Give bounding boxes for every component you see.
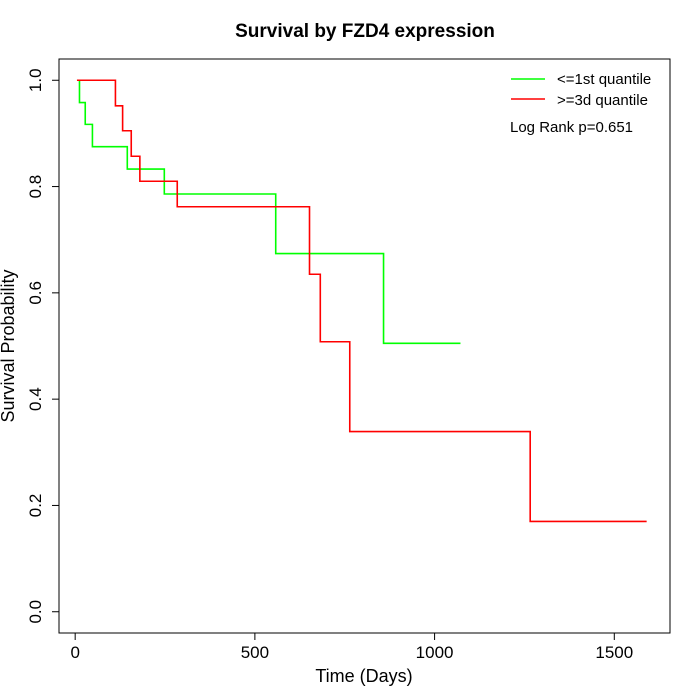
survival-curve-low — [76, 79, 461, 345]
y-axis-title: Survival Probability — [0, 269, 18, 422]
y-tick-label: 0.2 — [26, 494, 45, 518]
x-axis: 0 500 1000 1500 — [70, 632, 633, 662]
y-tick-label: 0.4 — [26, 387, 45, 411]
plot-area-frame — [58, 58, 671, 634]
x-axis-title: Time (Days) — [315, 666, 412, 686]
x-tick-label: 0 — [70, 643, 79, 662]
legend: <=1st quantile >=3d quantile — [511, 71, 651, 109]
y-axis: 0.0 0.2 0.4 0.6 0.8 1.0 — [26, 68, 60, 624]
legend-label-high: >=3d quantile — [557, 92, 648, 109]
x-tick-label: 1500 — [595, 643, 633, 662]
y-tick-label: 0.8 — [26, 175, 45, 199]
legend-label-low: <=1st quantile — [557, 71, 651, 88]
log-rank-annotation: Log Rank p=0.651 — [510, 119, 633, 136]
survival-curve-high — [76, 79, 647, 523]
x-tick-label: 500 — [241, 643, 269, 662]
chart-title: Survival by FZD4 expression — [235, 21, 495, 42]
y-tick-label: 0.6 — [26, 281, 45, 305]
y-tick-label: 1.0 — [26, 68, 45, 92]
y-tick-label: 0.0 — [26, 600, 45, 624]
x-tick-label: 1000 — [416, 643, 454, 662]
series-layer — [76, 79, 647, 523]
